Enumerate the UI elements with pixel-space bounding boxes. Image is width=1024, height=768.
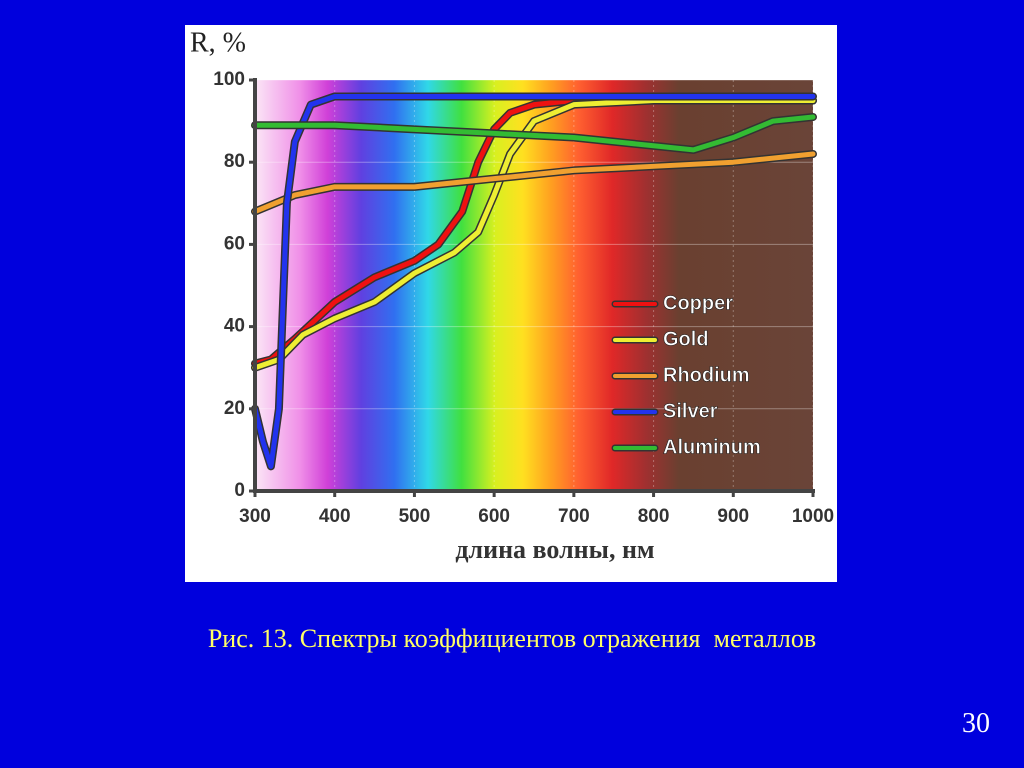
legend-label: Copper (663, 292, 733, 314)
x-tick-label: 400 (319, 506, 351, 527)
y-tick-label: 100 (213, 69, 245, 90)
x-tick-label: 600 (478, 506, 510, 527)
legend-label: Silver (663, 400, 718, 422)
x-tick-label: 500 (399, 506, 431, 527)
slide-number: 30 (962, 708, 990, 739)
y-tick-label: 80 (224, 151, 245, 172)
data-line (252, 151, 816, 215)
x-tick-label: 700 (558, 506, 590, 527)
caption: Рис. 13. Спектры коэффициентов отражения… (207, 624, 817, 653)
chart-panel: R, % длина волны, нм 0 20 40 60 80 100 300 400 5… (185, 25, 837, 582)
y-tick-label: 40 (224, 316, 245, 337)
y-axis-label: R, % (190, 27, 246, 58)
data-line (252, 93, 816, 469)
x-tick-label: 800 (638, 506, 670, 527)
y-tick-label: 0 (234, 480, 245, 501)
spectrum-background (255, 80, 813, 491)
legend-label: Gold (663, 328, 709, 350)
x-axis-label: длина волны, нм (455, 535, 654, 564)
chart: R, % длина волны, нм 0 20 40 60 80 100 300 400 5… (190, 27, 834, 564)
legend-label: Aluminum (663, 436, 761, 458)
y-tick-label: 60 (224, 233, 245, 254)
x-tick-label: 1000 (792, 506, 834, 527)
x-tick-label: 900 (717, 506, 749, 527)
y-tick-label: 20 (224, 398, 245, 419)
data-line (252, 98, 816, 371)
data-line (252, 114, 816, 153)
legend-label: Rhodium (663, 364, 750, 386)
x-tick-label: 300 (239, 506, 271, 527)
